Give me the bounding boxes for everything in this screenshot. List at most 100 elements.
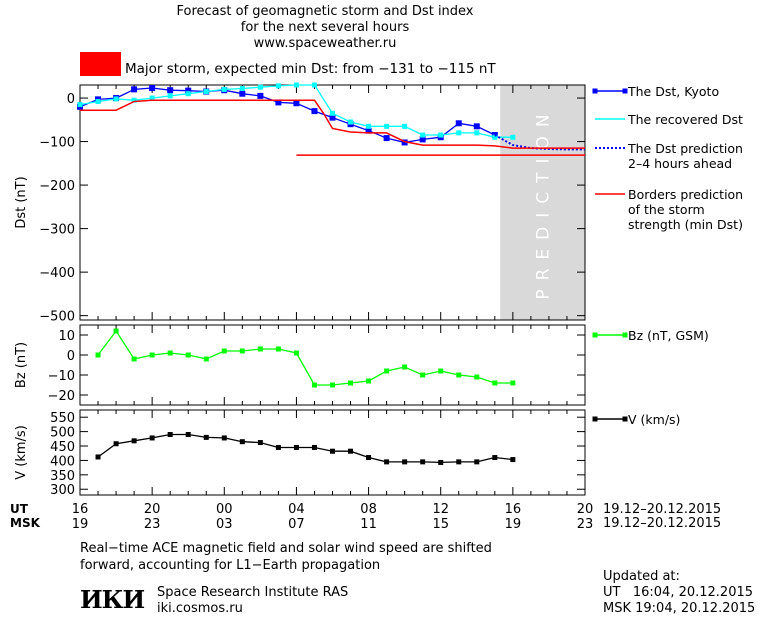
solar-wind-speed-point [492,455,498,461]
bz-point [239,348,245,354]
legend-dst-prediction-label: The Dst prediction [627,141,743,156]
recovered-dst-point [275,83,281,89]
v-ytick-label: 300 [50,483,75,498]
dst-kyoto-line [79,87,496,144]
legend-dst-kyoto-marker [622,88,628,94]
legend-borders-label: of the storm [628,202,705,217]
footnote-line1: Real−time ACE magnetic field and solar w… [80,541,492,556]
recovered-dst-point [420,132,426,138]
dst-kyoto-point [473,123,480,130]
dst-ytick-label: −500 [39,310,75,325]
msk-tick-label: 07 [288,517,305,532]
solar-wind-speed-point [510,457,516,463]
bz-point [131,356,137,362]
dst-ytick-label: −400 [39,266,75,281]
bz-point [366,378,372,384]
bz-point [293,350,299,356]
legend-borders-label: strength (min Dst) [628,217,743,232]
msk-tick-label: 19 [72,517,89,532]
dst-ytick-label: −200 [39,179,75,194]
storm-border-line [80,99,585,149]
footnote-line2: forward, accounting for L1−Earth propaga… [80,558,381,573]
ut-tick-label: 16 [72,502,89,517]
solar-wind-speed-point [95,454,101,460]
recovered-dst-point [113,96,119,102]
dst-kyoto-point [131,86,138,93]
bz-ytick-label: 10 [58,329,75,344]
bz-point [149,352,155,358]
recovered-dst-point [95,99,101,105]
legend-bz-marker [622,332,628,338]
dst-kyoto-point [239,90,246,97]
bz-point [330,382,335,388]
dst-kyoto-point [257,92,264,99]
msk-tick-label: 11 [360,517,377,532]
dst-ytick-label: 0 [67,92,75,107]
msk-tick-label: 15 [432,517,449,532]
recovered-dst-point [131,97,137,103]
dst-kyoto-point [455,120,462,127]
ut-tick-label: 16 [505,502,522,517]
solar-wind-speed-point [131,438,137,444]
msk-tick-label: 03 [216,517,233,532]
institute-link[interactable]: iki.cosmos.ru [157,601,243,616]
legend: The Dst, Kyoto The recovered Dst The Dst p… [592,84,743,427]
recovered-dst-point [167,93,173,99]
chart-title-line2: for the next several hours [240,20,410,35]
solar-wind-speed-point [366,455,372,461]
ut-tick-label: 12 [432,502,449,517]
recovered-dst-point [384,123,390,129]
bz-point [221,348,227,354]
ut-tick-label: 04 [288,502,305,517]
bz-point [402,364,408,370]
ut-tick-label: 08 [360,502,377,517]
v-ytick-label: 550 [50,411,75,426]
solar-wind-speed-point [420,459,426,465]
dst-kyoto-point [275,99,282,106]
solar-wind-speed-point [167,431,173,437]
bz-line [97,329,513,386]
website-text: www.spaceweather.ru [253,36,397,51]
bz-point [510,380,516,386]
solar-wind-speed-point [149,435,155,441]
ut-tick-label: 00 [216,502,233,517]
v-ylabel: V (km/s) [14,425,29,480]
bz-point [384,368,390,374]
solar-wind-speed-point [456,459,462,465]
dst-kyoto-point [311,108,318,115]
v-ytick-label: 400 [50,454,75,469]
updated-msk: MSK 19:04, 20.12.2015 [603,601,756,616]
dst-kyoto-point [401,139,408,146]
bz-frame [79,324,586,406]
bz-point [420,372,426,378]
msk-tick-label: 23 [577,517,594,532]
dst-kyoto-point [293,100,300,107]
recovered-dst-point [492,134,498,140]
legend-v-label: V (km/s) [628,412,680,427]
chart-title-line1: Forecast of geomagnetic storm and Dst in… [176,4,474,19]
bz-point [348,380,354,386]
ut-tick-label: 20 [577,502,594,517]
recovered-dst-point [311,82,317,88]
recovered-dst-point [77,102,83,108]
msk-tick-label: 23 [144,517,161,532]
msk-tick-label: 19 [505,517,522,532]
bz-point [113,328,119,334]
dst-kyoto-point [185,87,192,94]
v-ytick-label: 500 [50,426,75,441]
solar-wind-speed-point [239,439,245,445]
recovered-dst-point [510,134,516,140]
solar-wind-speed-point [221,435,227,441]
ut-axis-label: UT [10,502,28,516]
solar-wind-speed-point [402,459,408,465]
solar-wind-speed-point [438,459,444,465]
bz-point [474,374,480,380]
recovered-dst-point [185,91,191,97]
dst-kyoto-point [329,114,336,121]
recovered-dst-point [203,89,209,95]
legend-bz-label: Bz (nT, GSM) [628,328,709,343]
prediction-zone-layer: PREDICTION [500,85,585,320]
solar-wind-speed-point [203,434,209,440]
iki-logo: ИКИ [80,585,145,614]
solar-wind-speed-point [348,448,354,454]
